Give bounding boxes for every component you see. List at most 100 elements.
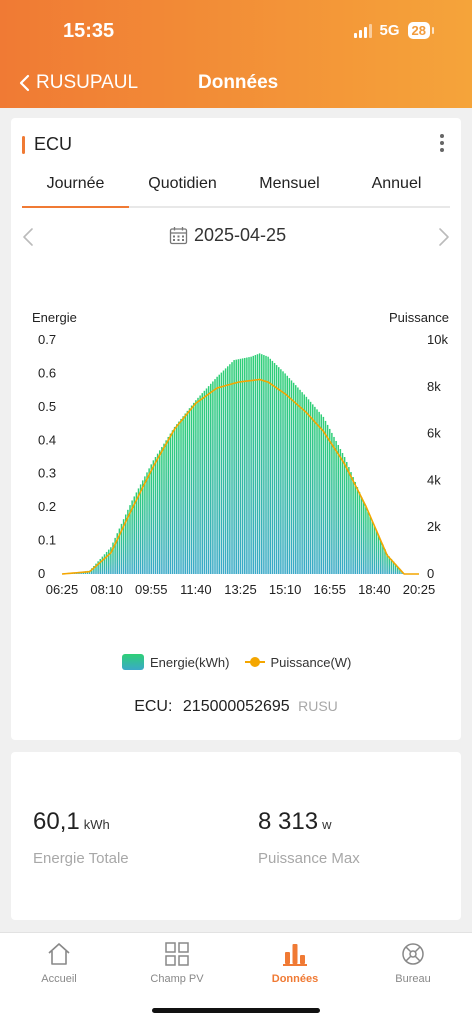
- max-power-stat: 8 313 w Puissance Max: [258, 808, 360, 867]
- energy-bar: [150, 464, 152, 574]
- energy-bar: [399, 568, 401, 574]
- right-axis-tick: 10k: [427, 332, 448, 347]
- energy-bar: [256, 354, 259, 574]
- energy-bar: [212, 381, 214, 574]
- bar-chart-icon: [283, 944, 307, 966]
- energy-bar: [373, 525, 376, 574]
- tab-champ-pv[interactable]: Champ PV: [118, 941, 236, 985]
- network-label: 5G: [379, 22, 400, 39]
- tab-bureau[interactable]: Bureau: [354, 941, 472, 985]
- date-picker[interactable]: 2025-04-25: [169, 225, 286, 246]
- energy-power-chart: Energie Puissance 0 0.1 0.2 0.3 0.4 0.5 0.6 0.7…: [32, 310, 449, 597]
- energy-bar: [275, 365, 278, 574]
- power-legend-label: Puissance(W): [270, 654, 352, 670]
- total-energy-stat: 60,1 kWh Energie Totale: [33, 808, 129, 867]
- energy-bar: [231, 362, 233, 574]
- left-axis-tick: 0.5: [38, 399, 56, 414]
- energy-bar: [101, 556, 104, 574]
- energy-bar: [382, 544, 384, 574]
- tab-quotidien[interactable]: Quotidien: [148, 175, 217, 192]
- energy-bar: [394, 563, 397, 574]
- energy-bar: [324, 420, 327, 574]
- energy-bar: [159, 450, 161, 574]
- energy-bar: [241, 358, 244, 574]
- energy-bar: [267, 356, 269, 574]
- left-axis-tick: 0.1: [38, 533, 56, 548]
- tab-donnees[interactable]: Données: [236, 941, 354, 985]
- energy-bar: [363, 502, 365, 574]
- energy-bar: [252, 355, 254, 574]
- top-bar: 15:35 5G 28 RUSUPAUL Données: [0, 0, 472, 108]
- energy-bar: [120, 523, 123, 574]
- energy-bar: [93, 565, 95, 574]
- energy-bar: [180, 418, 182, 574]
- energy-bar: [114, 537, 116, 574]
- energy-bar: [135, 492, 138, 574]
- x-axis-tick: 06:25: [46, 582, 79, 597]
- period-tabs: Journée Quotidien Mensuel Annuel: [22, 174, 450, 208]
- energy-bar: [352, 477, 354, 574]
- energy-bar: [295, 385, 297, 574]
- x-axis-tick: 13:25: [224, 582, 257, 597]
- energy-bar: [269, 358, 271, 574]
- energy-bar: [108, 549, 110, 574]
- energy-bar: [205, 388, 208, 574]
- energy-bar: [112, 542, 114, 574]
- chevron-right-icon[interactable]: [437, 227, 451, 247]
- energy-bar: [129, 505, 131, 574]
- energy-bar: [248, 357, 250, 574]
- energy-bar: [148, 468, 150, 574]
- energy-bar: [273, 362, 276, 574]
- energy-bar: [341, 452, 344, 574]
- tab-journee[interactable]: Journée: [22, 174, 129, 208]
- energy-bar: [263, 355, 265, 574]
- energy-bar: [239, 358, 242, 574]
- energy-bar: [303, 394, 305, 574]
- x-axis-tick: 16:55: [313, 582, 346, 597]
- energy-bar: [358, 492, 361, 574]
- right-axis-tick: 0: [427, 566, 434, 581]
- x-axis-tick: 08:10: [90, 582, 123, 597]
- energy-bar: [210, 383, 212, 574]
- energy-bar: [227, 366, 229, 574]
- ecu-id-label: ECU:: [134, 698, 173, 715]
- energy-bar: [169, 433, 172, 574]
- energy-bar: [384, 549, 386, 574]
- calendar-icon: [169, 227, 188, 245]
- chevron-left-icon: [19, 74, 30, 92]
- energy-bar: [165, 440, 167, 574]
- energy-bar: [282, 371, 284, 574]
- power-legend-marker: [245, 655, 266, 669]
- x-axis-tick: 18:40: [358, 582, 391, 597]
- grid-icon: [165, 942, 189, 966]
- energy-bar: [290, 380, 293, 574]
- stats-card: 60,1 kWh Energie Totale 8 313 w Puissance …: [11, 752, 461, 920]
- ecu-owner: RUSU: [298, 698, 338, 714]
- energy-bar: [397, 566, 399, 574]
- energy-bar: [199, 395, 201, 574]
- energy-bar: [375, 530, 378, 574]
- back-button[interactable]: RUSUPAUL: [18, 72, 138, 94]
- x-axis-tick: 20:25: [403, 582, 436, 597]
- energy-bar: [365, 507, 367, 574]
- tab-annuel[interactable]: Annuel: [371, 175, 422, 192]
- ecu-id-value: 215000052695: [182, 698, 290, 715]
- tab-mensuel[interactable]: Mensuel: [259, 175, 320, 192]
- tab-accueil[interactable]: Accueil: [0, 941, 118, 985]
- energy-bar: [201, 393, 203, 574]
- accent-bar: [22, 135, 25, 154]
- energy-bar: [392, 561, 395, 574]
- energy-bar: [380, 539, 382, 574]
- energy-bar: [105, 551, 108, 574]
- energy-bar: [360, 497, 363, 574]
- energy-bar: [233, 360, 235, 574]
- energy-bar: [214, 379, 216, 574]
- energy-bar: [224, 368, 227, 574]
- energy-bar: [292, 382, 295, 574]
- energy-bar: [331, 432, 333, 574]
- total-energy-label: Energie Totale: [33, 850, 129, 867]
- energy-bar: [350, 472, 352, 574]
- more-options-icon[interactable]: [439, 134, 445, 152]
- chevron-left-icon[interactable]: [21, 227, 35, 247]
- energy-bar: [127, 509, 129, 574]
